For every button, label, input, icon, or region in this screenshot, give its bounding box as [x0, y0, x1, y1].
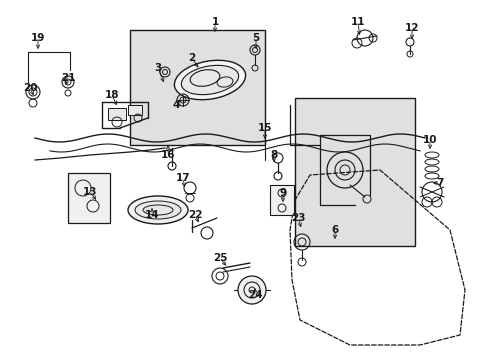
- Text: 4: 4: [172, 100, 179, 110]
- Ellipse shape: [181, 65, 238, 95]
- Ellipse shape: [128, 196, 187, 224]
- Text: 12: 12: [404, 23, 418, 33]
- Bar: [68, 173, 110, 223]
- Text: 15: 15: [257, 123, 272, 133]
- Text: 9: 9: [279, 188, 286, 198]
- Text: 16: 16: [161, 150, 175, 160]
- Text: 3: 3: [154, 63, 162, 73]
- Text: 22: 22: [187, 210, 202, 220]
- Bar: [128, 105, 142, 115]
- Text: 17: 17: [175, 173, 190, 183]
- Ellipse shape: [174, 60, 245, 100]
- Bar: [294, 98, 414, 246]
- Bar: [130, 30, 264, 145]
- Text: 20: 20: [23, 83, 37, 93]
- Text: 7: 7: [435, 178, 443, 188]
- Bar: [108, 108, 126, 120]
- Text: 21: 21: [61, 73, 75, 83]
- Text: 8: 8: [270, 150, 277, 160]
- Text: 1: 1: [211, 17, 218, 27]
- Text: 25: 25: [212, 253, 227, 263]
- Text: 14: 14: [144, 210, 159, 220]
- Text: 11: 11: [350, 17, 365, 27]
- Text: 24: 24: [247, 290, 262, 300]
- Text: 6: 6: [331, 225, 338, 235]
- Text: 18: 18: [104, 90, 119, 100]
- Text: 23: 23: [290, 213, 305, 223]
- Ellipse shape: [135, 201, 181, 219]
- Circle shape: [238, 276, 265, 304]
- Text: 13: 13: [82, 187, 97, 197]
- Text: 19: 19: [31, 33, 45, 43]
- Bar: [269, 185, 293, 215]
- Text: 5: 5: [252, 33, 259, 43]
- Text: 2: 2: [188, 53, 195, 63]
- Text: 10: 10: [422, 135, 436, 145]
